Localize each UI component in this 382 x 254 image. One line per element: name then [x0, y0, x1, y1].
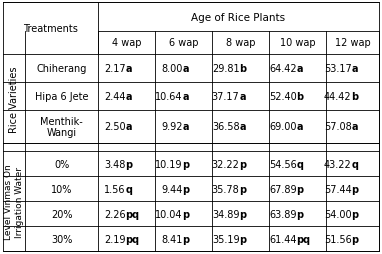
Text: p: p — [183, 184, 189, 194]
Text: p: p — [183, 159, 189, 169]
Text: p: p — [183, 234, 189, 244]
Text: p: p — [351, 184, 359, 194]
Text: 8 wap: 8 wap — [226, 38, 255, 48]
Text: 32.22: 32.22 — [212, 159, 240, 169]
Text: 2.44: 2.44 — [104, 91, 126, 102]
Text: 37.17: 37.17 — [212, 91, 240, 102]
Text: a: a — [126, 91, 132, 102]
Text: 67.89: 67.89 — [269, 184, 296, 194]
Text: 30%: 30% — [51, 234, 72, 244]
Text: a: a — [126, 64, 132, 74]
Text: Chiherang: Chiherang — [36, 64, 87, 74]
Text: p: p — [240, 184, 247, 194]
Text: p: p — [351, 209, 359, 219]
Text: pq: pq — [126, 209, 140, 219]
Text: p: p — [183, 209, 189, 219]
Text: 12 wap: 12 wap — [335, 38, 371, 48]
Text: 69.00: 69.00 — [269, 122, 296, 132]
Text: 36.58: 36.58 — [212, 122, 240, 132]
Text: 0%: 0% — [54, 159, 69, 169]
Text: p: p — [296, 209, 304, 219]
Text: a: a — [240, 91, 246, 102]
Text: 64.42: 64.42 — [269, 64, 296, 74]
Text: Treatments: Treatments — [23, 24, 78, 34]
Text: 10.64: 10.64 — [155, 91, 183, 102]
Text: 52.40: 52.40 — [269, 91, 296, 102]
Text: 53.17: 53.17 — [324, 64, 351, 74]
Text: 4 wap: 4 wap — [112, 38, 141, 48]
Text: 35.78: 35.78 — [212, 184, 240, 194]
Text: a: a — [351, 122, 358, 132]
Text: Menthik-
Wangi: Menthik- Wangi — [40, 116, 83, 138]
Text: b: b — [240, 64, 247, 74]
Text: 63.89: 63.89 — [269, 209, 296, 219]
Text: p: p — [351, 234, 359, 244]
Text: 8.41: 8.41 — [161, 234, 183, 244]
Text: 54.56: 54.56 — [269, 159, 296, 169]
Text: 54.00: 54.00 — [324, 209, 351, 219]
Text: p: p — [126, 159, 133, 169]
Text: 10%: 10% — [51, 184, 72, 194]
Text: b: b — [351, 91, 359, 102]
Text: 57.08: 57.08 — [324, 122, 351, 132]
Text: 10.19: 10.19 — [155, 159, 183, 169]
Text: 9.44: 9.44 — [161, 184, 183, 194]
Text: 1.56: 1.56 — [104, 184, 126, 194]
Text: 2.19: 2.19 — [104, 234, 126, 244]
Text: 3.48: 3.48 — [104, 159, 126, 169]
Text: a: a — [183, 122, 189, 132]
Text: 34.89: 34.89 — [212, 209, 240, 219]
Text: p: p — [240, 159, 247, 169]
Text: 10 wap: 10 wap — [280, 38, 315, 48]
Text: q: q — [296, 159, 304, 169]
Text: a: a — [183, 64, 189, 74]
Text: a: a — [296, 122, 303, 132]
Text: 51.56: 51.56 — [324, 234, 351, 244]
Text: 10.04: 10.04 — [155, 209, 183, 219]
Text: 8.00: 8.00 — [161, 64, 183, 74]
Text: pq: pq — [296, 234, 311, 244]
Text: 9.92: 9.92 — [161, 122, 183, 132]
Text: 20%: 20% — [51, 209, 72, 219]
Text: p: p — [240, 234, 247, 244]
Text: Hipa 6 Jete: Hipa 6 Jete — [35, 91, 88, 102]
Text: 2.26: 2.26 — [104, 209, 126, 219]
Text: q: q — [351, 159, 358, 169]
Text: p: p — [296, 184, 304, 194]
Text: 43.22: 43.22 — [324, 159, 351, 169]
Text: 2.50: 2.50 — [104, 122, 126, 132]
Text: 44.42: 44.42 — [324, 91, 351, 102]
Text: a: a — [240, 122, 246, 132]
Text: a: a — [183, 91, 189, 102]
Text: a: a — [351, 64, 358, 74]
Text: 35.19: 35.19 — [212, 234, 240, 244]
Text: 2.17: 2.17 — [104, 64, 126, 74]
Text: a: a — [126, 122, 132, 132]
Text: 29.81: 29.81 — [212, 64, 240, 74]
Text: Level Vinmas On
Irrigation Water: Level Vinmas On Irrigation Water — [4, 164, 24, 239]
Text: q: q — [126, 184, 133, 194]
Text: Rice Varieties: Rice Varieties — [9, 66, 19, 132]
Text: 61.44: 61.44 — [269, 234, 296, 244]
Text: Age of Rice Plants: Age of Rice Plants — [191, 12, 286, 22]
Text: 57.44: 57.44 — [324, 184, 351, 194]
Text: b: b — [296, 91, 304, 102]
Text: p: p — [240, 209, 247, 219]
Text: pq: pq — [126, 234, 140, 244]
Text: 6 wap: 6 wap — [169, 38, 198, 48]
Text: a: a — [296, 64, 303, 74]
